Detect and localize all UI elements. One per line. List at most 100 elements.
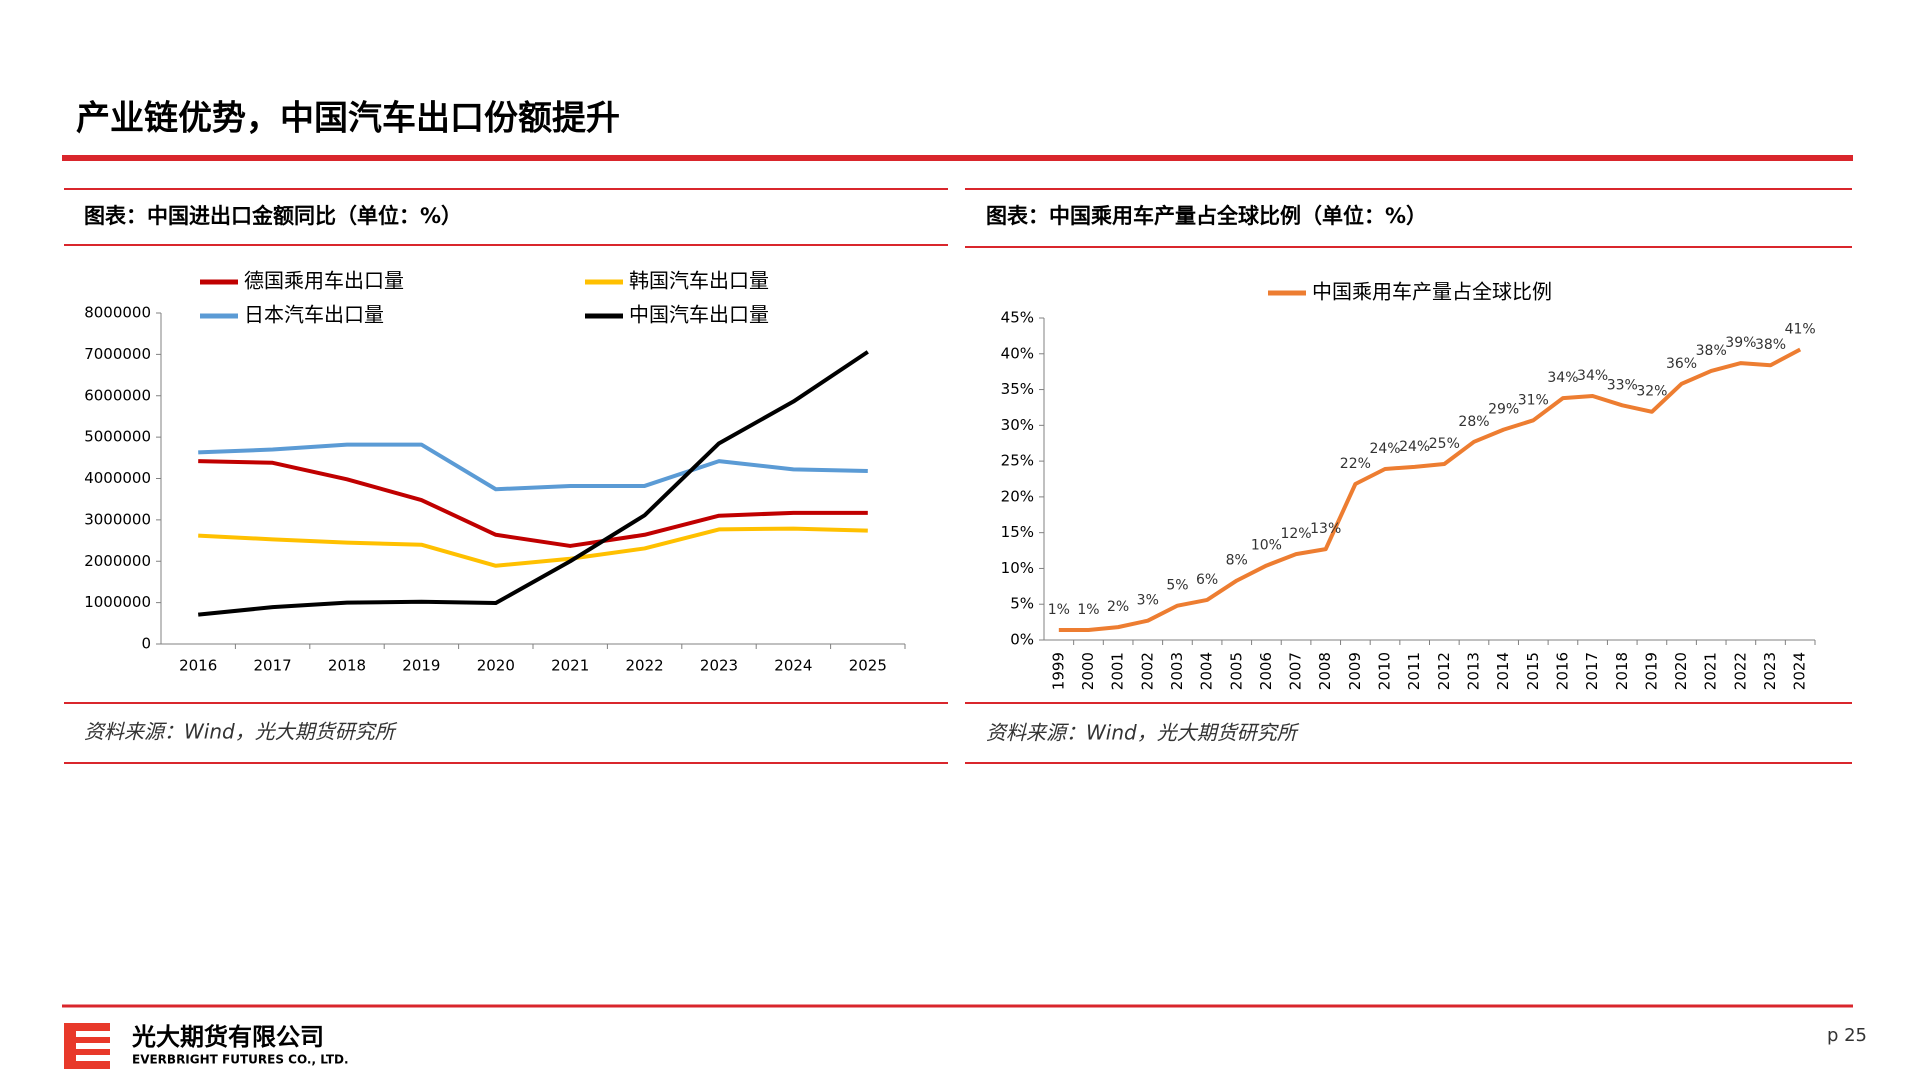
x-tick-label: 2023 [1761, 652, 1779, 690]
legend-label: 日本汽车出口量 [244, 303, 384, 327]
data-label: 8% [1226, 553, 1248, 569]
x-tick-label: 2016 [1553, 652, 1571, 690]
x-tick-label: 2018 [328, 657, 366, 675]
data-label: 3% [1137, 593, 1159, 609]
y-tick-label: 35% [1001, 380, 1034, 398]
x-tick-label: 2008 [1316, 652, 1334, 690]
x-tick-label: 2017 [254, 657, 292, 675]
source: 资料来源：Wind，光大期货研究所 [986, 721, 1300, 745]
x-tick-label: 2014 [1494, 652, 1512, 690]
x-tick-label: 2006 [1257, 652, 1275, 690]
series-line [1058, 347, 1802, 632]
y-tick-label: 5000000 [84, 428, 151, 446]
y-tick-label: 8000000 [84, 304, 151, 322]
series-line [198, 350, 869, 617]
y-tick-label: 7000000 [84, 345, 151, 363]
data-label: 28% [1458, 414, 1489, 430]
data-label: 34% [1547, 370, 1578, 386]
x-tick-label: 2001 [1109, 652, 1127, 690]
y-tick-label: 3000000 [84, 510, 151, 528]
data-label: 34% [1577, 368, 1608, 384]
y-tick-label: 5% [1010, 595, 1034, 613]
y-tick-label: 1000000 [84, 593, 151, 611]
x-tick-label: 2021 [1702, 652, 1720, 690]
x-tick-label: 2002 [1138, 652, 1156, 690]
x-tick-label: 2009 [1346, 652, 1364, 690]
legend-label: 中国乘用车产量占全球比例 [1312, 280, 1552, 304]
x-tick-label: 2020 [477, 657, 515, 675]
y-tick-label: 20% [1001, 487, 1034, 505]
x-tick-label: 2023 [700, 657, 738, 675]
panel-title: 图表：中国乘用车产量占全球比例（单位：%） [986, 204, 1427, 228]
x-tick-label: 2000 [1079, 652, 1097, 690]
data-label: 29% [1488, 402, 1519, 418]
y-tick-label: 4000000 [84, 469, 151, 487]
data-label: 25% [1429, 436, 1460, 452]
x-tick-label: 2024 [774, 657, 812, 675]
data-label: 2% [1107, 599, 1129, 615]
logo [64, 1023, 110, 1069]
x-tick-label: 2017 [1583, 652, 1601, 690]
x-tick-label: 2010 [1376, 652, 1394, 690]
y-tick-label: 6000000 [84, 386, 151, 404]
y-tick-label: 45% [1001, 309, 1034, 327]
y-tick-label: 10% [1001, 559, 1034, 577]
data-label: 24% [1399, 439, 1430, 455]
x-tick-label: 2018 [1613, 652, 1631, 690]
data-label: 39% [1725, 335, 1756, 351]
x-tick-label: 2022 [1731, 652, 1749, 690]
data-label: 1% [1077, 602, 1099, 618]
x-tick-label: 2016 [179, 657, 217, 675]
page-number: p 25 [1827, 1025, 1867, 1046]
legend-label: 德国乘用车出口量 [244, 269, 404, 293]
x-tick-label: 2004 [1198, 652, 1216, 690]
panel-title: 图表：中国进出口金额同比（单位：%） [84, 204, 462, 228]
slide-title: 产业链优势，中国汽车出口份额提升 [76, 99, 620, 139]
data-label: 41% [1785, 321, 1816, 337]
data-label: 36% [1666, 356, 1697, 372]
y-tick-label: 40% [1001, 344, 1034, 362]
legend-label: 中国汽车出口量 [629, 303, 769, 327]
company-name-en: EVERBRIGHT FUTURES CO., LTD. [132, 1053, 349, 1067]
y-tick-label: 2000000 [84, 552, 151, 570]
data-label: 24% [1369, 441, 1400, 457]
x-tick-label: 2015 [1524, 652, 1542, 690]
data-label: 13% [1310, 521, 1341, 537]
y-tick-label: 0% [1010, 631, 1034, 649]
x-tick-label: 2005 [1227, 652, 1245, 690]
x-tick-label: 2007 [1287, 652, 1305, 690]
x-tick-label: 2019 [402, 657, 440, 675]
series-line [198, 459, 868, 548]
x-tick-label: 2020 [1672, 652, 1690, 690]
data-label: 38% [1696, 343, 1727, 359]
title-rule [62, 155, 1853, 161]
data-label: 31% [1518, 392, 1549, 408]
series-line [198, 442, 868, 492]
data-label: 1% [1048, 602, 1070, 618]
data-label: 12% [1280, 526, 1311, 542]
x-tick-label: 2025 [849, 657, 887, 675]
y-tick-label: 25% [1001, 452, 1034, 470]
x-tick-label: 2021 [551, 657, 589, 675]
x-tick-label: 2012 [1435, 652, 1453, 690]
x-tick-label: 2013 [1464, 652, 1482, 690]
x-tick-label: 2024 [1791, 652, 1809, 690]
data-label: 5% [1166, 578, 1188, 594]
y-tick-label: 0 [141, 635, 151, 653]
source: 资料来源：Wind，光大期货研究所 [84, 720, 398, 744]
data-label: 32% [1636, 384, 1667, 400]
data-label: 38% [1755, 337, 1786, 353]
series-line [198, 526, 868, 568]
data-label: 33% [1607, 377, 1638, 393]
x-tick-label: 2011 [1405, 652, 1423, 690]
y-tick-label: 30% [1001, 416, 1034, 434]
data-label: 10% [1251, 538, 1282, 554]
x-tick-label: 1999 [1049, 652, 1067, 690]
x-tick-label: 2019 [1642, 652, 1660, 690]
panel-rules [62, 188, 1853, 1008]
company-name: 光大期货有限公司 [131, 1023, 324, 1051]
y-tick-label: 15% [1001, 523, 1034, 541]
data-label: 6% [1196, 572, 1218, 588]
legend-label: 韩国汽车出口量 [629, 269, 769, 293]
